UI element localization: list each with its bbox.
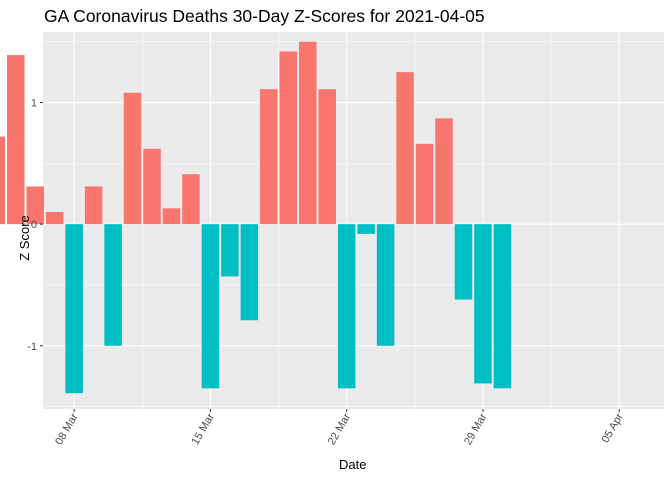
bar-2021-03-16: [104, 224, 122, 346]
bar-2021-03-12: [26, 186, 44, 225]
bar-2021-03-15: [84, 186, 103, 225]
bar-2021-03-26: [298, 41, 317, 225]
bar-2021-03-25: [279, 51, 298, 225]
x-tick-label: 22 Mar: [326, 411, 354, 447]
x-tick-label: 15 Mar: [189, 411, 217, 447]
bar-2021-03-30: [376, 224, 395, 346]
bar-2021-03-19: [162, 208, 181, 225]
bar-2021-03-11: [6, 55, 25, 225]
bar-2021-04-05: [493, 224, 512, 389]
x-tick-label: 29 Mar: [462, 411, 490, 447]
x-axis-label: Date: [339, 457, 367, 472]
bar-2021-03-23: [240, 224, 259, 321]
chart-title: GA Coronavirus Deaths 30-Day Z-Scores fo…: [44, 6, 485, 26]
bar-2021-03-17: [123, 92, 142, 225]
bar-2021-03-20: [182, 174, 200, 225]
bar-2021-03-24: [260, 89, 278, 225]
y-tick-label: -1: [27, 341, 37, 353]
y-tick-label: 1: [31, 98, 37, 110]
bar-2021-04-01: [415, 143, 434, 225]
bar-2021-03-29: [357, 224, 375, 234]
bar-2021-04-02: [435, 118, 453, 225]
bar-2021-03-21: [201, 224, 220, 389]
bar-2021-04-04: [474, 224, 492, 384]
bar-2021-04-03: [454, 224, 473, 300]
bar-2021-03-28: [337, 224, 356, 389]
bar-2021-03-22: [221, 224, 239, 277]
bars: [0, 41, 512, 394]
bar-2021-03-18: [143, 148, 161, 225]
bar-2021-03-31: [396, 72, 414, 225]
x-tick-label: 05 Apr: [600, 411, 626, 445]
bar-2021-03-27: [318, 89, 336, 225]
x-tick-label: 08 Mar: [53, 411, 81, 447]
bar-2021-03-13: [45, 211, 64, 225]
bar-2021-03-10: [0, 136, 6, 225]
y-axis-label: Z Score: [16, 215, 32, 261]
y-tick-label: 0: [31, 219, 37, 231]
bar-2021-03-14: [65, 224, 83, 394]
